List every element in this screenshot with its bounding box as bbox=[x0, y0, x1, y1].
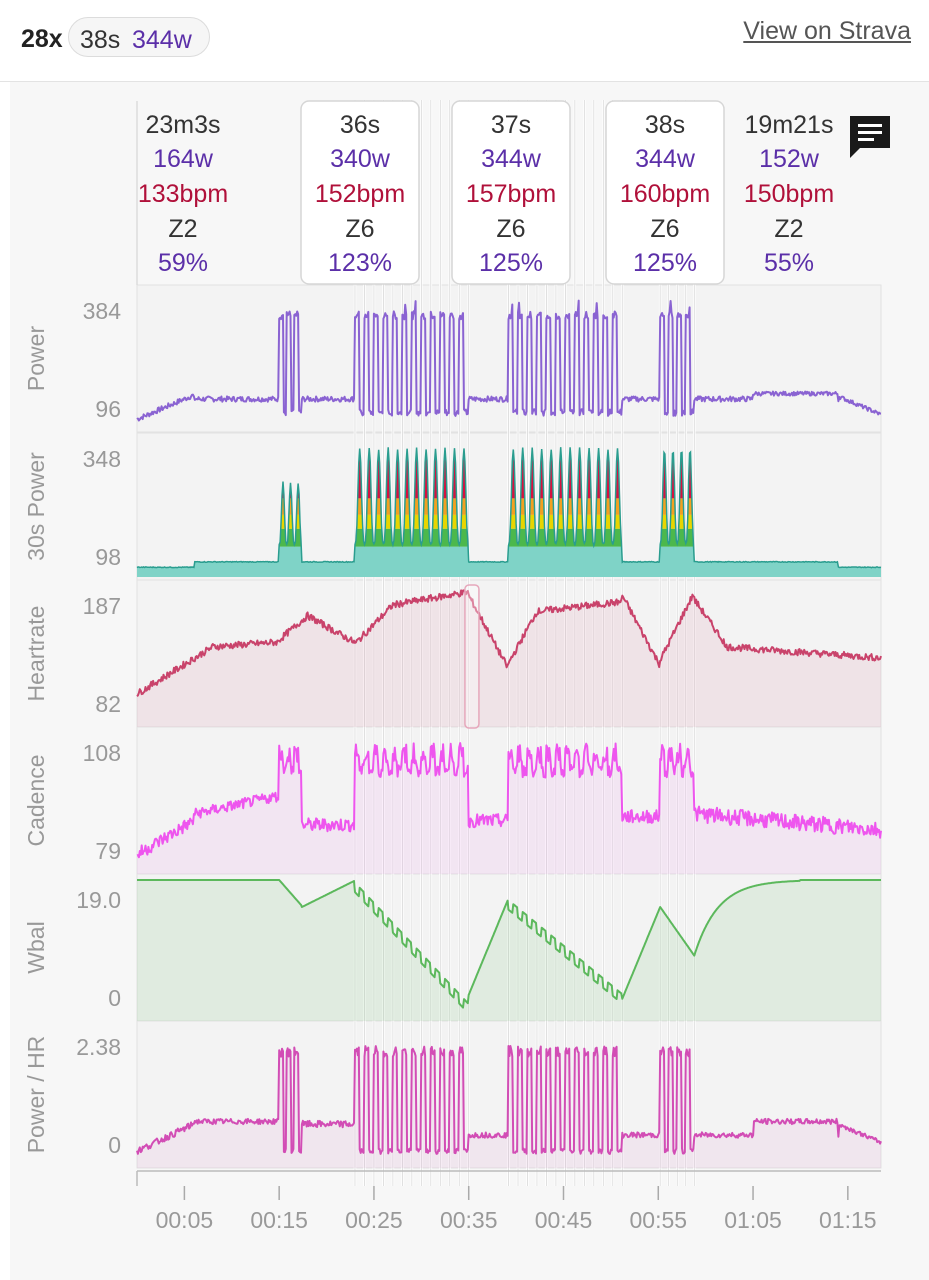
interval-count: 28x bbox=[21, 25, 63, 53]
x-tick-label-6: 01:05 bbox=[724, 1207, 782, 1233]
interval-heartrate-0: 133bpm bbox=[138, 180, 228, 208]
interval-percent-0: 59% bbox=[158, 249, 208, 277]
y-min-2: 82 bbox=[95, 691, 121, 717]
x-tick-label-0: 00:05 bbox=[156, 1207, 214, 1233]
chart-label-1: 30s Power bbox=[23, 452, 49, 561]
x-tick-label-4: 00:45 bbox=[535, 1207, 593, 1233]
x-tick-label-3: 00:35 bbox=[440, 1207, 498, 1233]
y-max-3: 108 bbox=[83, 740, 121, 766]
cadence-series-area bbox=[137, 743, 881, 874]
interval-zone-0: Z2 bbox=[168, 215, 197, 243]
interval-heartrate-2: 157bpm bbox=[466, 180, 556, 208]
interval-heartrate-4: 150bpm bbox=[744, 180, 834, 208]
chart-label-5: Power / HR bbox=[23, 1036, 49, 1154]
power-hr-series-line bbox=[136, 1045, 882, 1155]
pill-power: 344w bbox=[132, 26, 192, 54]
comment-icon[interactable] bbox=[846, 112, 894, 160]
interval-heartrate-1: 152bpm bbox=[315, 180, 405, 208]
wbal-series-line bbox=[136, 879, 882, 1009]
y-axis-labels: Power 384 96 30s Power 348 98 Heartrate 187 82 Ca… bbox=[23, 298, 121, 1158]
x-tick-label-1: 00:15 bbox=[250, 1207, 308, 1233]
heartrate-series-line bbox=[136, 589, 882, 698]
interval-percent-3: 125% bbox=[633, 249, 697, 277]
interval-summary-1[interactable]: 36s 340w 152bpm Z6 123% bbox=[300, 100, 420, 285]
interval-power-2: 344w bbox=[481, 145, 542, 173]
interval-power-3: 344w bbox=[635, 145, 696, 173]
thirty-second-power-line bbox=[136, 447, 882, 569]
top-bar: 28x 38s 344w View on Strava bbox=[0, 0, 929, 82]
interval-duration-0: 23m3s bbox=[145, 111, 220, 139]
interval-heartrate-3: 160bpm bbox=[620, 180, 710, 208]
y-max-2: 187 bbox=[83, 593, 121, 619]
interval-duration-1: 36s bbox=[340, 111, 380, 139]
interval-duration-4: 19m21s bbox=[745, 111, 834, 139]
y-min-3: 79 bbox=[95, 838, 121, 864]
interval-percent-2: 125% bbox=[479, 249, 543, 277]
y-max-1: 348 bbox=[83, 446, 121, 472]
interval-zone-4: Z2 bbox=[774, 215, 803, 243]
chart-label-0: Power bbox=[23, 326, 49, 392]
heartrate-series-area bbox=[137, 590, 881, 727]
y-min-5: 0 bbox=[108, 1132, 121, 1158]
interval-percent-4: 55% bbox=[764, 249, 814, 277]
x-tick-label-7: 01:15 bbox=[819, 1207, 877, 1233]
interval-power-4: 152w bbox=[759, 145, 820, 173]
chart-label-4: Wbal bbox=[23, 921, 49, 973]
y-max-4: 19.0 bbox=[76, 887, 121, 913]
heartrate-selection bbox=[464, 584, 480, 729]
interval-power-1: 340w bbox=[330, 145, 391, 173]
x-tick-label-5: 00:55 bbox=[629, 1207, 687, 1233]
interval-summary-2[interactable]: 37s 344w 157bpm Z6 125% bbox=[451, 100, 571, 285]
x-axis: 00:05 00:15 00:25 00:35 00:45 00:55 01:05 01:15 bbox=[136, 1170, 881, 1233]
wbal-series-area bbox=[137, 880, 881, 1021]
interval-summaries: 23m3s164w133bpmZ259%36s340w152bpmZ6123%3… bbox=[136, 100, 834, 285]
chart-label-2: Heartrate bbox=[23, 606, 49, 702]
pill-duration: 38s bbox=[80, 26, 121, 54]
interval-box-2 bbox=[451, 100, 571, 285]
interval-percent-1: 123% bbox=[328, 249, 392, 277]
y-min-4: 0 bbox=[108, 985, 121, 1011]
interval-zone-2: Z6 bbox=[496, 215, 525, 243]
y-min-0: 96 bbox=[95, 396, 121, 422]
selected-interval-marker bbox=[464, 584, 480, 729]
interval-zone-1: Z6 bbox=[345, 215, 374, 243]
interval-summary-4[interactable]: 19m21s 152w 150bpm Z2 55% bbox=[744, 111, 834, 277]
power-series-line bbox=[136, 299, 882, 422]
interval-box-1 bbox=[300, 100, 420, 285]
y-max-5: 2.38 bbox=[76, 1034, 121, 1060]
interval-power-0: 164w bbox=[153, 145, 214, 173]
interval-summary-0[interactable]: 23m3s 164w 133bpm Z2 59% bbox=[138, 111, 228, 277]
x-tick-label-2: 00:25 bbox=[345, 1207, 403, 1233]
interval-zone-3: Z6 bbox=[650, 215, 679, 243]
chart-label-3: Cadence bbox=[23, 754, 49, 846]
interval-duration-2: 37s bbox=[491, 111, 531, 139]
y-min-1: 98 bbox=[95, 544, 121, 570]
y-max-0: 384 bbox=[83, 298, 122, 324]
interval-box-3 bbox=[605, 100, 725, 285]
interval-summary-3[interactable]: 38s 344w 160bpm Z6 125% bbox=[605, 100, 725, 285]
interval-filter-pill[interactable]: 38s 344w bbox=[68, 17, 210, 57]
view-on-strava-link[interactable]: View on Strava bbox=[743, 17, 911, 45]
cadence-series-line bbox=[136, 742, 882, 859]
interval-duration-3: 38s bbox=[645, 111, 685, 139]
